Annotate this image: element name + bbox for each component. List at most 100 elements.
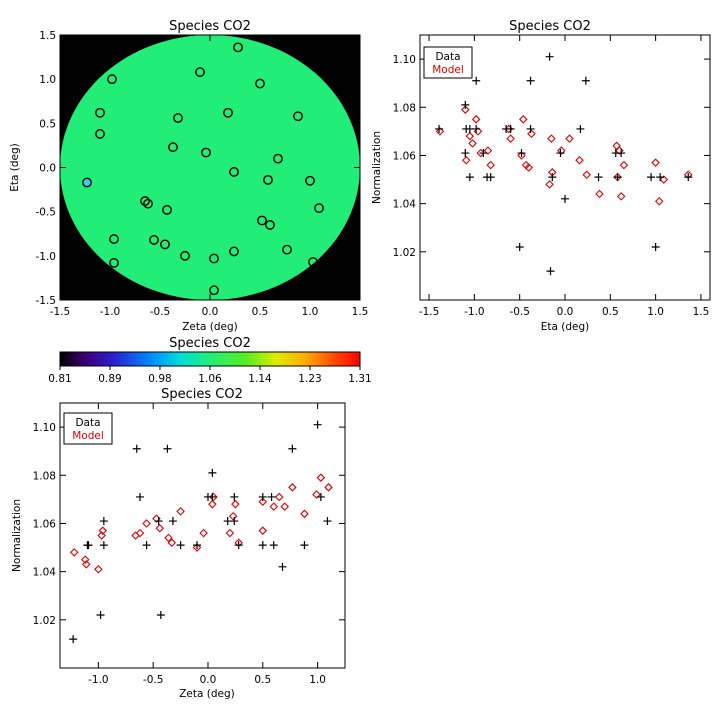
map-source-marker <box>95 107 105 118</box>
zeta-data-point <box>168 517 177 526</box>
map-source-marker <box>233 42 243 53</box>
zeta-legend-box <box>63 412 113 445</box>
zeta-model-point <box>94 564 103 574</box>
zeta-model-point <box>208 499 217 509</box>
colorbar-gradient <box>59 351 361 367</box>
zeta-data-point <box>96 611 105 619</box>
eta-model-point <box>557 146 566 155</box>
map-source-marker <box>173 113 183 123</box>
eta-model-point <box>619 160 629 170</box>
eta-legend: Data Model <box>423 46 473 79</box>
zeta-data-point <box>258 541 267 550</box>
zeta-model-point <box>274 492 284 502</box>
map-source-marker <box>107 74 117 85</box>
map-source-marker <box>140 196 150 206</box>
colorbar: Species CO2 0.81 0.89 0.98 1.06 1.14 1.23 1.31 <box>48 336 371 385</box>
eta-y-label: Normalization <box>371 131 383 204</box>
zeta-model-point <box>142 519 151 528</box>
eta-plot-title: Species CO2 <box>509 19 591 34</box>
eta-data-point <box>526 76 535 85</box>
zeta-y-tick-label: 1.06 <box>33 518 57 530</box>
map-source-marker <box>109 234 119 244</box>
map-source-marker <box>257 215 267 226</box>
eta-model-point <box>461 105 470 114</box>
map-x-tick-label: -0.5 <box>150 306 171 318</box>
zeta-model-point <box>164 533 173 543</box>
eta-data-point <box>461 100 470 109</box>
zeta-data-point <box>69 635 78 644</box>
map-y-tick-label: -1.0 <box>36 251 57 263</box>
colorbar-tick-label: 0.89 <box>98 373 121 385</box>
zeta-data-point <box>136 492 145 501</box>
eta-data-point <box>556 149 565 158</box>
eta-data-point <box>486 173 495 182</box>
map-y-tick-label: 1.0 <box>39 74 56 86</box>
zeta-data-point <box>300 541 309 550</box>
eta-y-tick-label: 1.04 <box>393 199 417 211</box>
map-x-tick-label: 0.0 <box>202 306 219 318</box>
map-source-marker <box>223 107 233 118</box>
zeta-x-tick-label: -1.0 <box>88 674 109 686</box>
zeta-model-point <box>167 538 177 548</box>
zeta-data-point <box>258 492 267 501</box>
eta-model-point <box>654 196 664 206</box>
eta-model-point <box>565 134 574 143</box>
zeta-model-point <box>231 499 240 509</box>
zeta-x-tick-label: 0.5 <box>254 674 271 686</box>
eta-model-point <box>582 170 592 180</box>
zeta-data-point <box>230 492 239 501</box>
eta-model-point <box>465 131 475 141</box>
zeta-model-point <box>97 531 106 540</box>
map-source-marker <box>143 198 153 209</box>
zeta-data-point <box>176 541 185 550</box>
eta-model-point <box>468 139 477 148</box>
map-x-tick-label: -1.0 <box>100 306 121 318</box>
zeta-model-point <box>80 555 90 564</box>
zeta-data-point <box>288 444 297 453</box>
zeta-data-point <box>99 541 108 550</box>
zeta-data-point <box>142 541 151 550</box>
eta-x-tick-label: 0.5 <box>602 306 619 318</box>
zeta-y-label: Normalization <box>11 499 23 572</box>
colorbar-tick-label: 1.06 <box>198 373 222 385</box>
eta-model-point <box>575 155 584 165</box>
map-source-marker <box>162 204 172 215</box>
eta-y-tick-label: 1.02 <box>393 247 416 259</box>
map-y-ticks: -1.5 -1.0 -0.5 0.0 0.5 1.0 1.5 <box>36 30 360 307</box>
eta-y-tick-label: 1.08 <box>393 102 416 114</box>
eta-data-point <box>472 124 481 133</box>
eta-y-ticks: 1.02 1.04 1.06 1.08 1.10 <box>393 54 710 259</box>
zeta-plot-title: Species CO2 <box>161 387 243 402</box>
zeta-model-point <box>135 528 145 538</box>
eta-model-point <box>471 115 481 124</box>
eta-data-point <box>479 149 488 158</box>
eta-model-point <box>616 192 626 201</box>
zeta-legend-model: Model <box>72 430 104 442</box>
eta-model-point <box>486 160 495 170</box>
zeta-normalization-plot: Species CO2 -1.0 -0.5 0.0 0.5 1.0 1.021.041.… <box>11 387 346 700</box>
eta-model-point <box>595 189 604 199</box>
map-source-marker <box>255 78 265 89</box>
map-source-marker <box>82 177 92 188</box>
map-source-marker <box>314 203 324 214</box>
eta-data-point <box>651 243 660 251</box>
zeta-data-point <box>313 420 322 429</box>
zeta-model-point <box>258 497 268 507</box>
map-x-tick-label: 1.5 <box>352 306 369 318</box>
map-source-marker <box>180 250 190 261</box>
map-x-label: Zeta (deg) <box>182 321 238 333</box>
eta-x-tick-label: 1.5 <box>693 306 710 318</box>
zeta-model-point <box>225 528 235 538</box>
eta-data-point <box>684 173 693 182</box>
eta-y-tick-label: 1.10 <box>393 54 416 66</box>
eta-model-point <box>519 115 528 124</box>
zeta-model-point <box>69 548 79 557</box>
map-markers <box>82 42 324 296</box>
colorbar-tick-label: 0.81 <box>48 373 71 385</box>
eta-legend-model: Model <box>432 64 464 76</box>
zeta-model-point <box>316 473 326 482</box>
zeta-x-tick-label: 1.0 <box>309 674 326 686</box>
zeta-data-point <box>278 562 287 571</box>
eta-legend-box <box>423 46 473 79</box>
map-source-marker <box>201 147 211 158</box>
